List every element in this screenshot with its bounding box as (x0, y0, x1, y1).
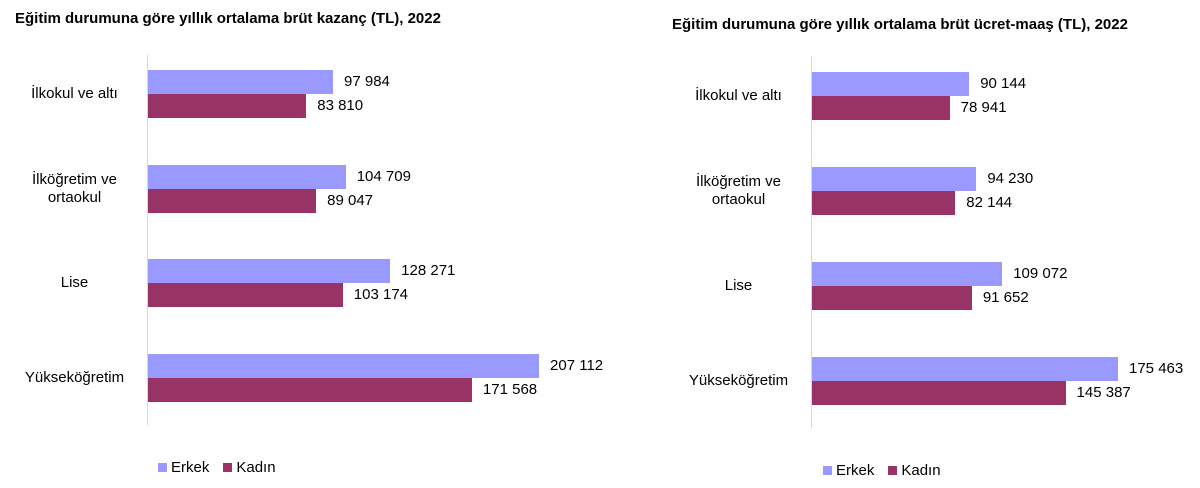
bar-erkek (148, 259, 391, 283)
legend-item-kadin: Kadın (223, 459, 276, 476)
category-label: Lise (60, 274, 89, 291)
category-label: Lise (724, 277, 753, 294)
data-label: 207 112 (550, 356, 604, 374)
data-label: 89 047 (327, 191, 374, 209)
data-label: 90 144 (980, 75, 1027, 92)
bar-erkek (812, 72, 970, 96)
bar-kadin (148, 377, 472, 402)
bar-erkek (812, 357, 1118, 381)
chart-title: Eğitim durumuna göre yıllık ortalama brü… (672, 16, 1128, 33)
data-label: 97 984 (344, 73, 390, 90)
data-label: 171 568 (482, 380, 538, 398)
data-label: 78 941 (960, 99, 1007, 116)
category-label: Yükseköğretim (688, 372, 789, 389)
legend: Erkek Kadın (158, 459, 290, 476)
data-label: 103 174 (353, 286, 409, 303)
category-label: İlköğretim ve ortaokul (31, 170, 118, 206)
bar-erkek (148, 70, 333, 94)
bar-kadin (812, 381, 1066, 405)
legend-swatch-kadin (888, 466, 898, 475)
bar-kadin (812, 191, 956, 215)
y-axis-line (811, 56, 812, 428)
bar-erkek (812, 167, 977, 191)
bar-erkek (812, 262, 1003, 286)
data-label: 145 387 (1076, 384, 1131, 401)
category-label: İlköğretim ve ortaokul (695, 173, 782, 208)
bar-erkek (148, 353, 540, 378)
data-label: 91 652 (982, 289, 1029, 306)
y-axis-line (147, 55, 148, 425)
data-label: 82 144 (966, 194, 1013, 211)
bar-kadin (148, 94, 307, 118)
data-label: 83 810 (317, 97, 364, 114)
data-label: 104 709 (356, 167, 411, 185)
category-label: İlkokul ve altı (695, 87, 782, 104)
legend-swatch-erkek (823, 466, 832, 475)
legend-item-erkek: Erkek (823, 462, 874, 479)
data-label: 109 072 (1013, 265, 1068, 282)
bar-kadin (812, 286, 972, 310)
category-label: İlkokul ve altı (31, 85, 118, 102)
data-label: 128 271 (401, 262, 456, 279)
bar-kadin (812, 96, 950, 120)
legend-item-erkek: Erkek (158, 459, 209, 476)
data-label: 94 230 (987, 170, 1034, 187)
data-label: 175 463 (1129, 360, 1184, 377)
legend-item-kadin: Kadın (888, 462, 941, 479)
bar-kadin (148, 283, 343, 307)
bar-kadin (148, 188, 317, 213)
chart-title: Eğitim durumuna göre yıllık ortalama brü… (15, 10, 441, 27)
legend: Erkek Kadın (823, 462, 955, 479)
legend-swatch-erkek (158, 463, 167, 472)
legend-swatch-kadin (223, 463, 233, 472)
bar-erkek (148, 164, 346, 189)
category-label: Yükseköğretim (24, 368, 125, 386)
